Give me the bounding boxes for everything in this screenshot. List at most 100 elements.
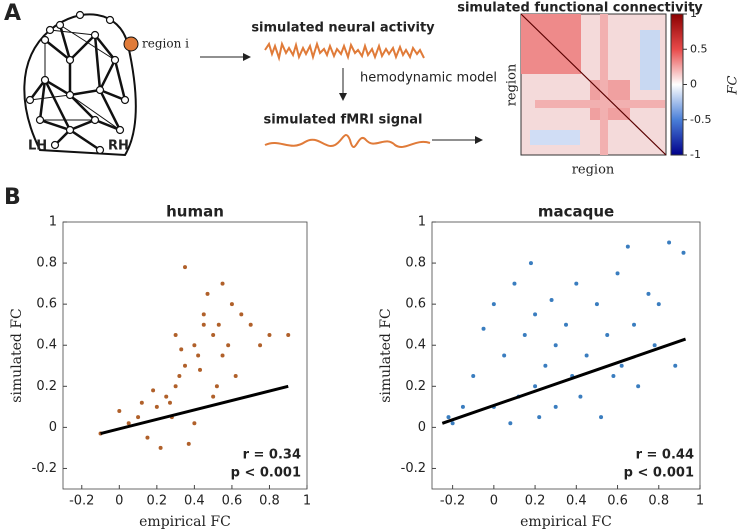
y-tick-label: 1 (49, 215, 57, 230)
point (508, 421, 513, 426)
point (186, 441, 191, 446)
point (192, 421, 197, 426)
brain-network (23, 10, 137, 157)
point (460, 404, 465, 409)
point (226, 343, 231, 348)
point (216, 322, 221, 327)
point (528, 261, 533, 266)
y-tick-label: -0.2 (32, 461, 57, 476)
point (220, 281, 225, 286)
point (446, 415, 451, 420)
colorbar-tick-label: -0.5 (690, 113, 711, 126)
y-tick-label: 0.2 (36, 379, 57, 394)
point (553, 343, 558, 348)
point (173, 332, 178, 337)
matrix-ylabel: region (505, 63, 520, 106)
point (151, 388, 156, 393)
point (574, 281, 579, 286)
point (481, 326, 486, 331)
point (533, 312, 538, 317)
point (522, 332, 527, 337)
point (248, 322, 253, 327)
x-tick-label: 0.4 (184, 494, 205, 509)
point (615, 271, 620, 276)
point (173, 384, 178, 389)
point (611, 374, 616, 379)
point (183, 363, 187, 368)
point (154, 404, 159, 409)
y-tick-label: 0.4 (36, 338, 57, 353)
fmri-signal (264, 134, 431, 149)
point (605, 332, 610, 337)
point (201, 322, 206, 327)
fc-title: simulated functional connectivity (457, 1, 703, 16)
point (139, 400, 144, 405)
x-tick-label: 0.2 (525, 494, 546, 509)
point (233, 374, 238, 379)
x-tick-label: 0 (115, 494, 123, 509)
point (537, 415, 542, 420)
y-tick-label: 0.6 (36, 297, 57, 312)
point (625, 244, 630, 249)
point (196, 353, 201, 358)
point (502, 353, 507, 358)
point (126, 421, 131, 426)
point (286, 332, 291, 337)
point (578, 394, 583, 399)
point (652, 343, 657, 348)
point (646, 291, 651, 296)
y-tick-label: 0 (49, 420, 57, 435)
point (491, 302, 496, 307)
point (117, 408, 122, 413)
point (164, 394, 169, 399)
y-tick-label: -0.2 (401, 461, 426, 476)
point (239, 312, 244, 317)
plot-area (431, 221, 701, 490)
x-tick-label: 0.8 (259, 494, 280, 509)
point (549, 298, 554, 303)
point (198, 367, 203, 372)
point (584, 353, 589, 358)
y-axis-label: simulated FC (9, 308, 25, 403)
x-axis-label: empirical FC (520, 514, 612, 530)
point (229, 302, 234, 307)
annotation: p < 0.001 (624, 466, 694, 481)
x-tick-label: 1 (696, 494, 704, 509)
point (656, 302, 661, 307)
panel-label: B (4, 185, 21, 210)
y-tick-label: 0.8 (36, 256, 57, 271)
point (167, 400, 172, 405)
y-tick-label: 0.6 (405, 297, 426, 312)
neural-title: simulated neural activity (251, 21, 435, 36)
fc-matrix (520, 13, 667, 156)
chart-title: human (166, 203, 224, 221)
point (636, 384, 641, 389)
point (211, 332, 216, 337)
point (267, 332, 272, 337)
x-tick-label: 0.8 (648, 494, 669, 509)
point (205, 291, 210, 296)
x-tick-label: -0.2 (69, 494, 94, 509)
point (471, 374, 476, 379)
point (220, 353, 225, 358)
fit-line (100, 384, 289, 436)
point (632, 322, 637, 327)
colorbar-tick-label: 0 (690, 78, 697, 91)
point (258, 343, 263, 348)
chart-title: macaque (538, 203, 614, 221)
y-tick-label: 0.8 (405, 256, 426, 271)
point (667, 240, 672, 245)
point (543, 363, 548, 368)
hemisphere-label: RH (108, 139, 129, 154)
hemisphere-label: LH (28, 139, 47, 154)
point (136, 415, 141, 420)
x-tick-label: 0.4 (566, 494, 587, 509)
point (183, 265, 187, 270)
point (564, 322, 568, 327)
model-label: hemodynamic model (360, 71, 497, 86)
annotation: r = 0.44 (636, 448, 694, 463)
region-node (123, 36, 139, 52)
point (158, 445, 163, 450)
point (594, 302, 599, 307)
point (599, 415, 604, 420)
